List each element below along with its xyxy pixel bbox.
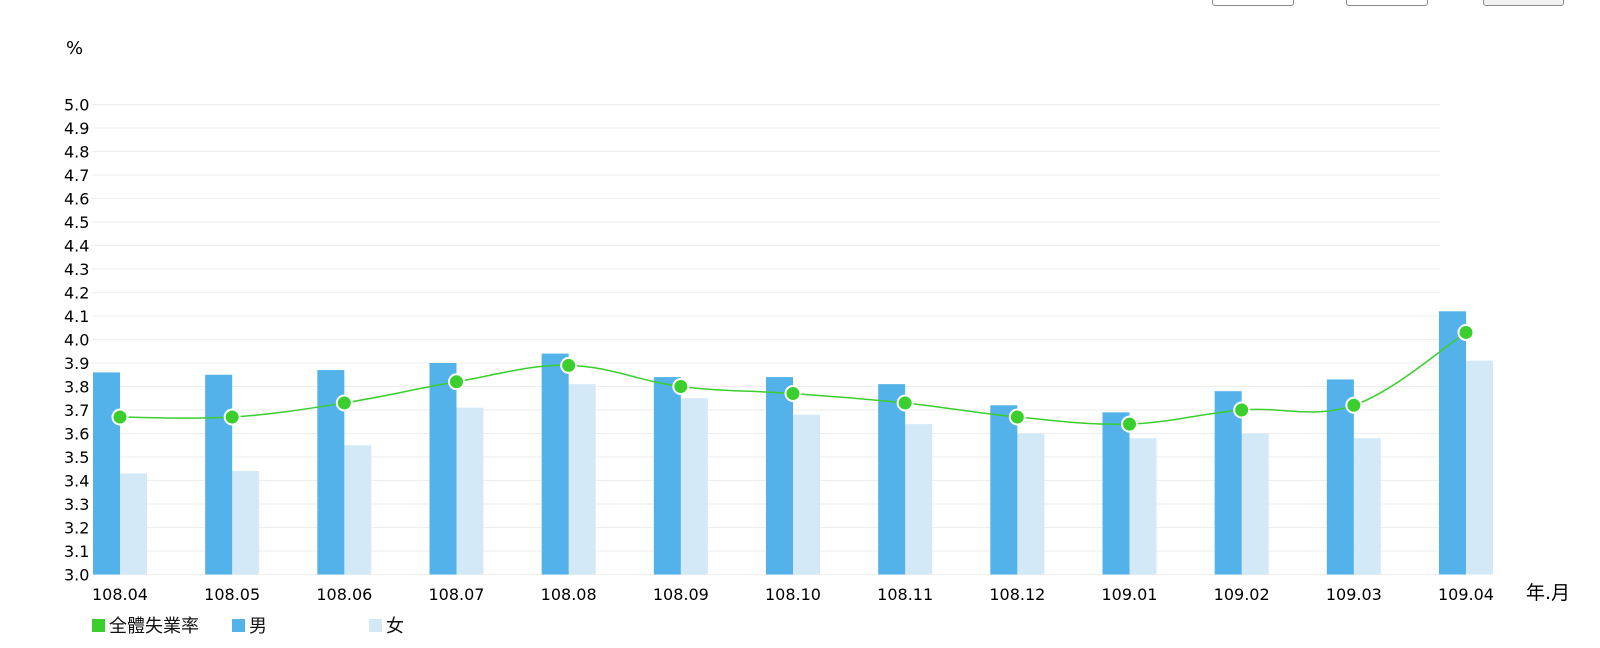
x-tick-label: 108.11: [877, 585, 933, 604]
overall-rate-point[interactable]: [896, 394, 914, 412]
y-tick-label: 3.4: [64, 472, 89, 491]
bar-male[interactable]: [1214, 391, 1242, 575]
y-tick-label: 3.3: [64, 495, 89, 514]
legend-swatch-male: [232, 618, 245, 632]
y-tick-label: 5.0: [64, 96, 89, 115]
x-tick-label: 109.03: [1326, 585, 1382, 604]
bar-female[interactable]: [120, 473, 147, 575]
y-axis-label: %: [66, 38, 83, 59]
overall-rate-points: [111, 323, 1475, 433]
x-tick-label: 108.10: [765, 585, 821, 604]
bar-male[interactable]: [541, 353, 569, 575]
overall-rate-point[interactable]: [1008, 408, 1026, 426]
y-tick-labels: 3.0 3.1 3.2 3.3 3.4 3.5 3.6 3.7 3.8 3.9 4.0 4.1 4.2 4…: [64, 96, 89, 585]
y-tick-label: 4.7: [64, 166, 89, 185]
overall-rate-point[interactable]: [448, 373, 465, 391]
bar-male[interactable]: [1102, 412, 1130, 575]
overall-rate-point[interactable]: [1121, 415, 1138, 433]
y-tick-label: 4.8: [64, 143, 89, 162]
top-button-1[interactable]: [1212, 0, 1294, 6]
bar-female[interactable]: [1241, 433, 1269, 575]
overall-rate-point[interactable]: [1457, 323, 1475, 341]
x-tick-label: 108.07: [429, 585, 485, 604]
male-bars: [93, 311, 1466, 575]
x-tick-label: 108.04: [92, 585, 148, 604]
y-tick-label: 4.9: [64, 119, 89, 138]
bar-male[interactable]: [93, 372, 120, 575]
y-tick-label: 4.0: [64, 331, 89, 350]
x-tick-label: 109.04: [1438, 585, 1494, 604]
bar-male[interactable]: [1439, 311, 1466, 575]
overall-rate-point[interactable]: [223, 408, 241, 426]
bar-male[interactable]: [429, 363, 457, 575]
female-bars: [120, 360, 1493, 575]
top-button-2[interactable]: [1346, 0, 1428, 6]
y-tick-label: 3.9: [64, 354, 89, 373]
y-tick-label: 3.7: [64, 401, 89, 420]
legend-label-male: 男: [249, 616, 267, 637]
legend-item-overall[interactable]: 全體失業率: [92, 612, 199, 638]
x-axis-label: 年.月: [1526, 582, 1570, 604]
bar-female[interactable]: [1129, 438, 1157, 575]
bar-female[interactable]: [568, 384, 596, 575]
y-tick-label: 3.5: [64, 448, 89, 467]
overall-rate-point[interactable]: [335, 394, 353, 412]
y-tick-label: 3.0: [64, 566, 89, 585]
y-tick-label: 3.1: [64, 542, 89, 561]
x-tick-label: 109.02: [1214, 585, 1270, 604]
y-tick-label: 4.4: [64, 237, 89, 256]
legend-item-female[interactable]: 女: [369, 612, 404, 638]
y-tick-label: 4.2: [64, 284, 89, 303]
x-tick-labels: 108.04 108.05 108.06 108.07 108.08 108.09 108.…: [92, 585, 1494, 604]
bar-female[interactable]: [232, 471, 260, 575]
y-tick-label: 4.3: [64, 260, 89, 279]
y-tick-label: 4.6: [64, 190, 89, 209]
bar-male[interactable]: [653, 377, 681, 575]
bar-female[interactable]: [1466, 360, 1493, 575]
x-tick-label: 108.09: [653, 585, 709, 604]
legend-item-male[interactable]: 男: [232, 612, 267, 638]
overall-rate-point[interactable]: [672, 378, 690, 395]
x-tick-label: 108.08: [541, 585, 597, 604]
x-tick-label: 108.06: [316, 585, 372, 604]
x-tick-label: 108.05: [204, 585, 260, 604]
top-button-3[interactable]: [1483, 0, 1564, 6]
overall-rate-point[interactable]: [784, 385, 802, 403]
bar-female[interactable]: [344, 445, 372, 575]
overall-rate-point[interactable]: [560, 356, 578, 374]
y-tick-label: 3.6: [64, 425, 89, 444]
overall-rate-point[interactable]: [1345, 396, 1363, 414]
bar-female[interactable]: [1017, 433, 1045, 575]
x-tick-label: 108.12: [989, 585, 1045, 604]
bar-female[interactable]: [680, 398, 708, 575]
legend-swatch-female: [369, 618, 382, 632]
y-tick-label: 3.2: [64, 519, 89, 538]
y-tick-label: 4.5: [64, 213, 89, 232]
bar-female[interactable]: [456, 407, 484, 575]
legend-label-overall: 全體失業率: [109, 616, 199, 637]
y-tick-label: 3.8: [64, 378, 89, 397]
bar-male[interactable]: [205, 374, 233, 575]
bar-female[interactable]: [905, 424, 933, 575]
bar-female[interactable]: [1353, 438, 1381, 575]
bar-male[interactable]: [990, 405, 1018, 575]
bar-male[interactable]: [766, 377, 793, 575]
bar-female[interactable]: [793, 414, 820, 575]
overall-rate-point[interactable]: [111, 408, 129, 426]
x-tick-label: 109.01: [1102, 585, 1158, 604]
legend-label-female: 女: [386, 616, 404, 637]
legend-swatch-overall: [92, 618, 105, 632]
overall-rate-point[interactable]: [1233, 401, 1251, 419]
y-tick-label: 4.1: [64, 307, 89, 326]
bar-male[interactable]: [878, 384, 906, 575]
